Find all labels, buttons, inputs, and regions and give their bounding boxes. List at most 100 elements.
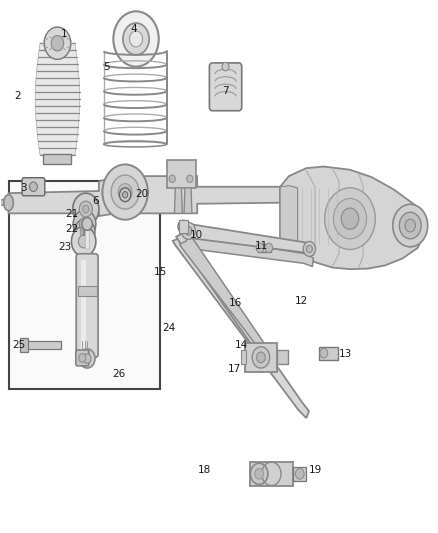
Circle shape xyxy=(73,210,96,238)
Bar xyxy=(20,338,28,352)
Circle shape xyxy=(71,227,96,256)
Bar xyxy=(10,181,160,389)
Bar xyxy=(166,160,196,188)
Text: 3: 3 xyxy=(20,183,27,193)
FancyBboxPatch shape xyxy=(209,63,242,111)
Circle shape xyxy=(178,220,188,233)
Circle shape xyxy=(79,217,90,230)
Circle shape xyxy=(187,175,193,182)
Text: 18: 18 xyxy=(198,465,211,474)
Text: 17: 17 xyxy=(228,364,241,374)
Text: 5: 5 xyxy=(103,62,110,72)
Circle shape xyxy=(123,23,149,55)
Circle shape xyxy=(29,182,37,191)
Bar xyxy=(277,351,288,365)
Circle shape xyxy=(123,191,128,198)
Bar xyxy=(43,154,71,165)
Text: 24: 24 xyxy=(162,322,175,333)
Circle shape xyxy=(78,235,89,248)
Circle shape xyxy=(251,463,268,484)
Circle shape xyxy=(265,243,273,253)
Text: 21: 21 xyxy=(65,209,78,220)
Bar xyxy=(258,244,272,252)
Polygon shape xyxy=(185,224,314,255)
Polygon shape xyxy=(173,231,309,418)
Circle shape xyxy=(181,222,195,239)
Circle shape xyxy=(80,227,89,237)
Circle shape xyxy=(118,183,132,200)
Circle shape xyxy=(325,188,375,249)
Ellipse shape xyxy=(4,195,13,211)
Circle shape xyxy=(399,212,421,239)
Text: 13: 13 xyxy=(339,349,352,359)
Polygon shape xyxy=(280,166,424,269)
Circle shape xyxy=(320,349,328,358)
Circle shape xyxy=(113,11,159,67)
Bar xyxy=(245,343,277,372)
FancyBboxPatch shape xyxy=(76,350,89,366)
Bar xyxy=(250,462,293,486)
Text: 19: 19 xyxy=(308,465,321,474)
Circle shape xyxy=(303,241,315,256)
Polygon shape xyxy=(184,188,192,213)
Circle shape xyxy=(82,217,92,230)
Text: 6: 6 xyxy=(92,196,99,206)
Polygon shape xyxy=(174,188,182,213)
Polygon shape xyxy=(180,233,268,358)
Circle shape xyxy=(169,175,175,182)
Circle shape xyxy=(341,208,359,229)
Circle shape xyxy=(333,198,367,239)
FancyBboxPatch shape xyxy=(76,254,98,358)
Circle shape xyxy=(295,469,304,479)
Bar xyxy=(241,351,246,365)
Circle shape xyxy=(257,352,265,363)
Text: 2: 2 xyxy=(14,91,21,101)
Text: 10: 10 xyxy=(190,230,203,240)
Polygon shape xyxy=(9,176,280,216)
Text: 7: 7 xyxy=(222,86,229,96)
Bar xyxy=(81,260,86,352)
Polygon shape xyxy=(280,185,297,245)
Circle shape xyxy=(130,31,143,47)
Circle shape xyxy=(102,165,148,220)
Circle shape xyxy=(79,349,95,368)
Text: 25: 25 xyxy=(12,340,26,350)
Text: 26: 26 xyxy=(112,369,125,379)
Circle shape xyxy=(393,204,427,247)
Circle shape xyxy=(51,36,64,51)
Bar xyxy=(26,341,61,349)
Circle shape xyxy=(83,354,91,364)
Text: 1: 1 xyxy=(61,29,67,39)
Bar xyxy=(179,220,187,233)
Circle shape xyxy=(256,243,264,253)
Circle shape xyxy=(185,227,192,235)
Bar xyxy=(78,286,97,296)
Polygon shape xyxy=(35,43,80,155)
Circle shape xyxy=(222,62,229,71)
Polygon shape xyxy=(176,227,263,355)
Bar xyxy=(293,467,306,481)
Text: 11: 11 xyxy=(255,241,268,251)
Text: 23: 23 xyxy=(59,242,72,252)
Polygon shape xyxy=(185,236,313,266)
Circle shape xyxy=(255,469,264,479)
Bar xyxy=(319,347,338,360)
Circle shape xyxy=(111,175,139,209)
Circle shape xyxy=(79,201,92,217)
Circle shape xyxy=(83,205,89,213)
Text: 14: 14 xyxy=(235,340,248,350)
Circle shape xyxy=(405,219,416,232)
Polygon shape xyxy=(0,198,9,206)
Text: 20: 20 xyxy=(135,189,148,199)
FancyBboxPatch shape xyxy=(22,177,45,196)
Circle shape xyxy=(79,354,86,362)
Text: 22: 22 xyxy=(65,224,78,235)
Text: 4: 4 xyxy=(131,25,137,35)
Circle shape xyxy=(306,245,312,253)
Text: 16: 16 xyxy=(229,297,242,308)
Circle shape xyxy=(252,347,270,368)
Text: 12: 12 xyxy=(294,296,308,306)
Circle shape xyxy=(44,27,71,59)
Circle shape xyxy=(120,188,131,201)
Circle shape xyxy=(74,219,95,245)
